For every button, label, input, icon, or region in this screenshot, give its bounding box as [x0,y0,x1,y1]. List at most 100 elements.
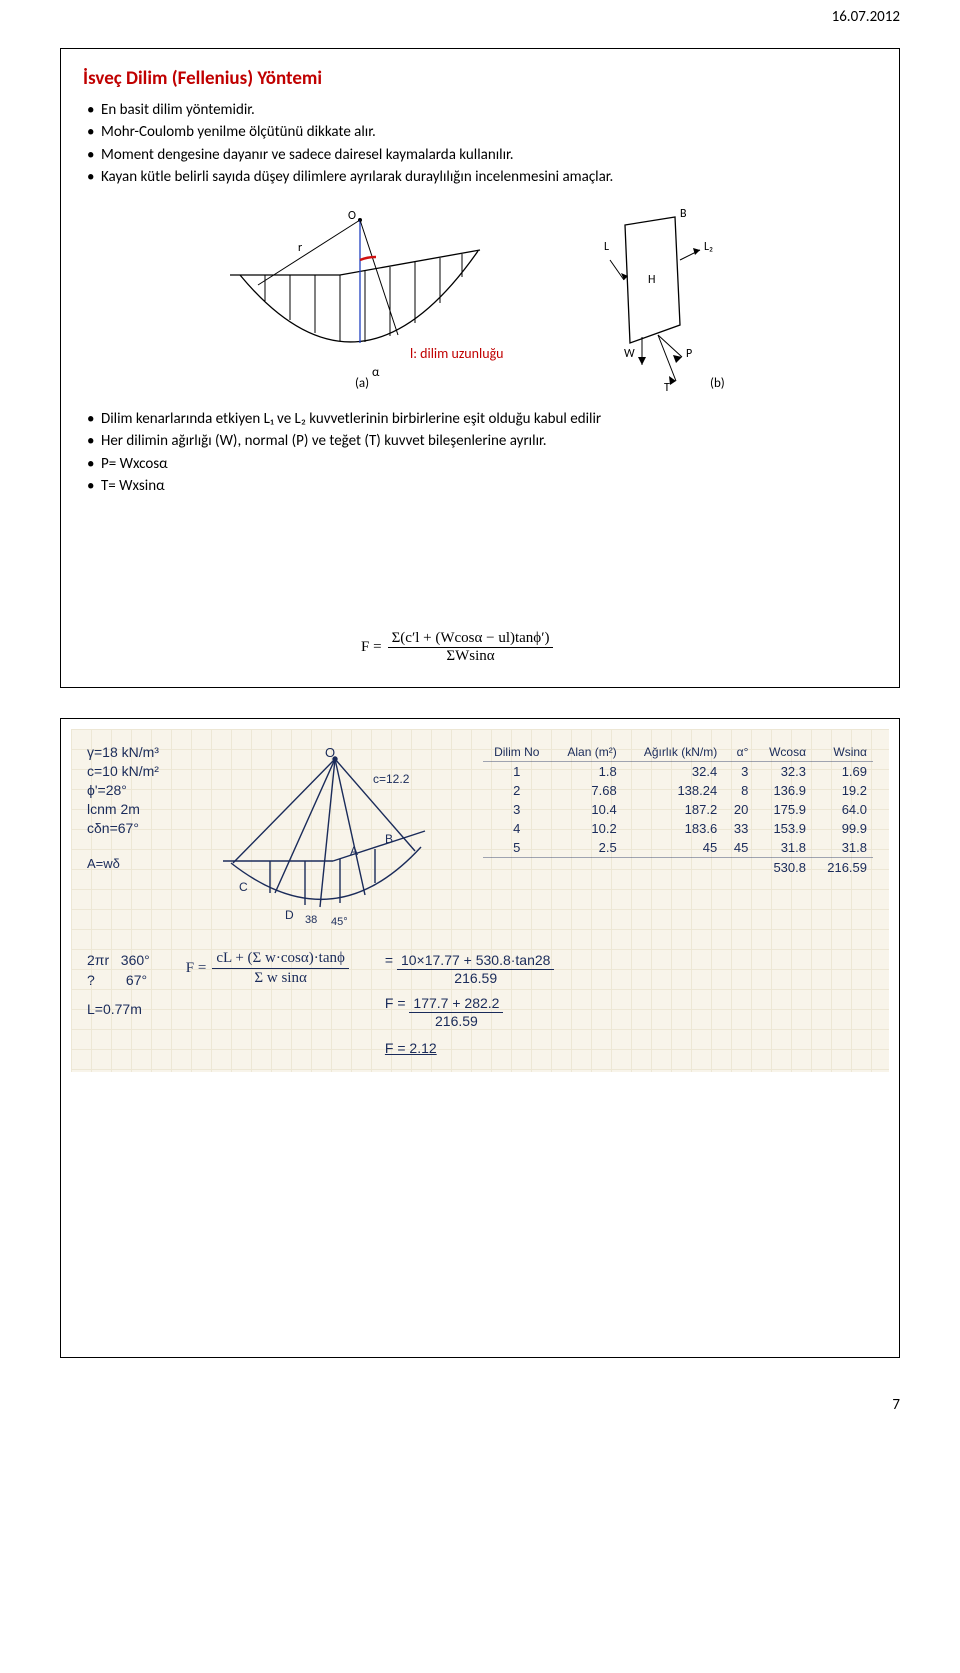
table-cell: 138.24 [623,781,723,800]
example-sketch-svg: O c=12.2 [215,743,465,933]
slide1-bullets-top: En basit dilim yöntemidir. Mohr-Coulomb … [83,100,877,187]
svg-text:38: 38 [305,914,317,926]
slice-table: Dilim No Alan (m²) Ağırlık (kN/m) α° Wco… [483,743,873,938]
formula-den: ΣWsinα [442,648,498,665]
example-sketch: O c=12.2 [215,743,465,938]
svg-text:L₂: L₂ [704,240,713,254]
svg-text:c=12.2: c=12.2 [373,772,410,786]
table-cell: 10.4 [551,800,623,819]
svg-text:B: B [680,207,687,221]
calc-row: 2πr 360° ? 67° L=0.77m F = cL + (Σ w·cos… [87,950,873,1058]
slice-forces-svg: B L L₂ H W P [580,205,740,395]
bullet: En basit dilim yöntemidir. [83,100,877,120]
table-row: 27.68138.248136.919.2 [483,781,873,800]
arc-length-calc: 2πr 360° ? 67° L=0.77m [87,950,150,1058]
table-row: 52.5454531.831.8 [483,838,873,858]
table-cell: 7.68 [551,781,623,800]
svg-text:W: W [624,347,635,361]
formula-F: F = Σ(c′l + (Wcosα − ul)tanϕ′) ΣWsinα [361,630,553,666]
th: Wsinα [812,743,873,762]
th: α° [723,743,754,762]
svg-text:(b): (b) [710,376,725,391]
bullet: Kayan kütle belirli sayıda düşey dilimle… [83,167,877,187]
table-cell: 8 [723,781,754,800]
table-row: 410.2183.633153.999.9 [483,819,873,838]
bullet: Mohr-Coulomb yenilme ölçütünü dikkate al… [83,122,877,142]
table-cell: 216.59 [812,858,873,878]
a-eq: A=wδ [87,855,197,873]
table-cell: 1.69 [812,762,873,782]
svg-text:A: A [350,844,358,858]
bullet: T= Wxsinα [83,476,877,496]
svg-text:D: D [285,908,294,922]
svg-text:45°: 45° [331,916,348,928]
slide-worked-example: γ=18 kN/m³ c=10 kN/m² ϕ'=28° lcnm 2m cδn… [60,718,900,1358]
th: Wcosα [754,743,812,762]
svg-text:P: P [686,347,692,361]
slip-circle-svg: O r [220,205,520,395]
bullet: P= Wxcosα [83,454,877,474]
svg-text:O: O [348,209,356,223]
slide1-title: İsveç Dilim (Fellenius) Yöntemi [83,67,877,90]
table-cell: 530.8 [754,858,812,878]
slide1-bullets-bottom: Dilim kenarlarında etkiyen L₁ ve L₂ kuvv… [83,409,877,496]
table-cell: 32.4 [623,762,723,782]
svg-text:H: H [648,273,655,287]
table-cell [623,858,723,878]
table-cell: 1.8 [551,762,623,782]
param: c=10 kN/m² [87,762,197,781]
table-cell: 136.9 [754,781,812,800]
table-row: 11.832.4332.31.69 [483,762,873,782]
table-cell: 64.0 [812,800,873,819]
table-cell: 1 [483,762,551,782]
table-cell: 20 [723,800,754,819]
diagram-b: B L L₂ H W P [580,205,740,395]
table-sum-row: 530.8216.59 [483,858,873,878]
legend-l: l: dilim uzunluğu [410,345,504,362]
table-cell: 31.8 [812,838,873,858]
table-row: 310.4187.220175.964.0 [483,800,873,819]
slide1-diagrams: O r [83,205,877,395]
th: Ağırlık (kN/m) [623,743,723,762]
svg-text:B: B [385,832,393,846]
param-list: γ=18 kN/m³ c=10 kN/m² ϕ'=28° lcnm 2m cδn… [87,743,197,938]
table-cell [723,858,754,878]
table-cell: 45 [623,838,723,858]
table-cell: 99.9 [812,819,873,838]
table-cell: 5 [483,838,551,858]
param: cδn=67° [87,819,197,838]
bullet: Her dilimin ağırlığı (W), normal (P) ve … [83,431,877,451]
th: Dilim No [483,743,551,762]
table-cell: 45 [723,838,754,858]
table-cell: 175.9 [754,800,812,819]
table-cell: 32.3 [754,762,812,782]
slide-fellenius: İsveç Dilim (Fellenius) Yöntemi En basit… [60,48,900,688]
table-cell: 19.2 [812,781,873,800]
handwritten-scan: γ=18 kN/m³ c=10 kN/m² ϕ'=28° lcnm 2m cδn… [71,729,889,1072]
page-date: 16.07.2012 [0,0,960,30]
table-cell: 4 [483,819,551,838]
formula-num: Σ(c′l + (Wcosα − ul)tanϕ′) [388,630,554,648]
diagram-a: O r [220,205,520,395]
svg-text:r: r [298,241,302,255]
table-cell: 31.8 [754,838,812,858]
svg-text:C: C [239,880,248,894]
table-cell: 3 [723,762,754,782]
table-cell: 33 [723,819,754,838]
param: lcnm 2m [87,800,197,819]
param: ϕ'=28° [87,781,197,800]
numeric-eval: = 10×17.77 + 530.8·tan28216.59 F = 177.7… [385,950,555,1058]
bullet: Dilim kenarlarında etkiyen L₁ ve L₂ kuvv… [83,409,877,429]
table-cell: 2 [483,781,551,800]
svg-text:(a): (a) [355,376,369,391]
svg-text:T: T [664,381,670,395]
th: Alan (m²) [551,743,623,762]
table-cell: 187.2 [623,800,723,819]
table-cell: 10.2 [551,819,623,838]
table-cell [551,858,623,878]
factor-formula: F = cL + (Σ w·cosα)·tanϕ Σ w sinα [186,950,349,1058]
page-number: 7 [0,1388,960,1426]
alpha-label: α [372,365,379,380]
table-cell: 183.6 [623,819,723,838]
param: γ=18 kN/m³ [87,743,197,762]
